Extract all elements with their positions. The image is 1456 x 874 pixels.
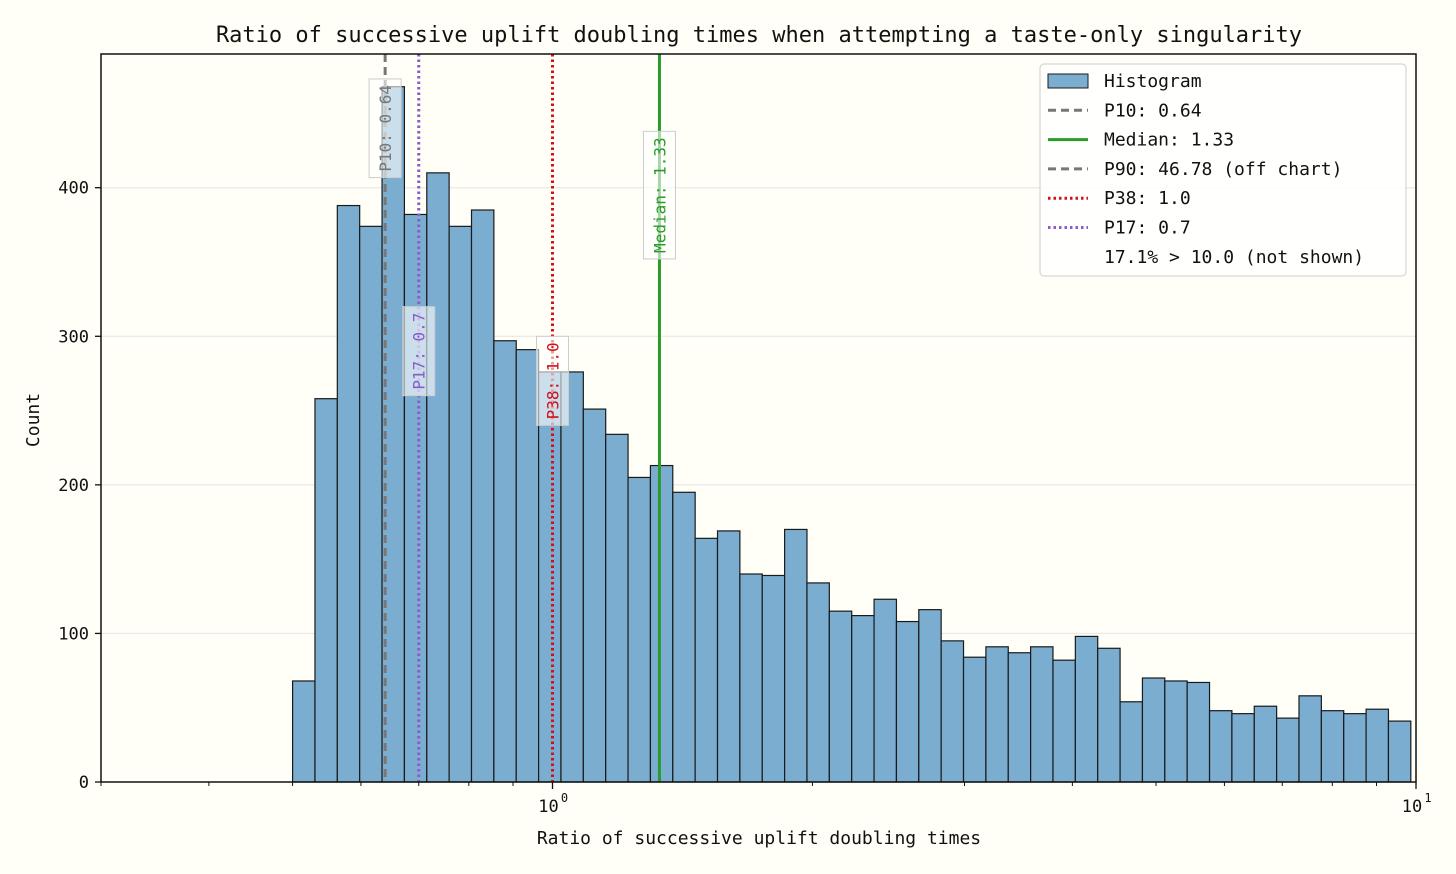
histogram-bar	[1365, 708, 1390, 783]
legend-box	[1039, 63, 1407, 277]
histogram-bar	[1097, 647, 1121, 783]
histogram-bar	[1231, 713, 1255, 783]
legend: Histogram P10: 0.64 Median: 1.33 P90: 46.78…	[1039, 63, 1407, 277]
histogram-bar	[851, 614, 875, 783]
histogram-bar	[538, 371, 562, 783]
x-tick-exponent: 1	[1424, 791, 1431, 805]
histogram-bar	[761, 574, 786, 783]
y-tick-label: 200	[58, 476, 89, 496]
histogram-bar	[1320, 710, 1345, 783]
histogram-bar	[1298, 695, 1322, 783]
histogram-bar	[291, 680, 316, 783]
y-tick-label: 0	[79, 773, 89, 793]
histogram-bar	[493, 340, 517, 783]
histogram-bar	[895, 620, 920, 783]
histogram-bar	[1030, 646, 1054, 783]
x-axis-label: Ratio of successive uplift doubling time…	[537, 828, 981, 849]
p90-legend-label: P90: 46.78 (off chart)	[1104, 159, 1342, 180]
histogram-bar	[515, 349, 540, 783]
histogram-bar	[649, 464, 674, 783]
histogram-legend-swatch	[1047, 73, 1089, 89]
histogram-bar	[716, 530, 741, 783]
histogram-bar	[314, 398, 338, 783]
histogram-bar	[1119, 701, 1144, 783]
histogram-bar	[873, 598, 898, 783]
p17-label: P17: 0.7	[410, 313, 429, 390]
histogram-bar	[403, 213, 428, 783]
median-legend-label: Median: 1.33	[1104, 130, 1234, 151]
p17-label-box	[402, 306, 436, 397]
histogram-bar	[1253, 705, 1278, 783]
histogram-bar	[582, 408, 607, 783]
chart-title: Ratio of successive uplift doubling time…	[216, 23, 1302, 48]
histogram-legend-label: Histogram	[1104, 71, 1202, 92]
histogram-bar	[1387, 720, 1412, 783]
p38-label-box	[536, 335, 570, 426]
histogram-bar	[739, 573, 763, 783]
percentile-lines: P10: 0.64 P17: 0.7 P38: 1.0 Median: 1.33	[368, 54, 676, 782]
median-label-box	[642, 130, 676, 260]
histogram-bar	[1276, 717, 1300, 783]
x-tick-exponent: 0	[561, 791, 568, 805]
plot-frame	[100, 53, 1417, 783]
histogram-bar	[359, 225, 383, 783]
p38-label-group: P38: 1.0	[536, 335, 570, 426]
p10-label-group: P10: 0.64	[368, 78, 402, 179]
x-tick-label: 10	[1402, 797, 1422, 817]
x-tick-label: 10	[538, 797, 558, 817]
not-shown-legend-label: 17.1% > 10.0 (not shown)	[1104, 247, 1364, 268]
p10-legend-label: P10: 0.64	[1104, 100, 1202, 121]
median-label: Median: 1.33	[650, 137, 669, 253]
histogram-bar	[448, 225, 473, 783]
histogram-bar	[1007, 652, 1032, 783]
histogram-bar	[426, 172, 450, 783]
histogram-bar	[784, 528, 808, 783]
y-tick-label: 100	[58, 624, 89, 644]
histogram-bar	[1186, 681, 1211, 783]
histogram-bar	[1052, 659, 1076, 783]
histogram-bar	[560, 371, 584, 783]
histogram-bar	[962, 656, 987, 783]
histogram-bar	[694, 537, 719, 783]
histogram-bar	[940, 640, 965, 783]
y-tick-label: 300	[58, 327, 89, 347]
p10-label-box	[368, 78, 402, 179]
histogram-bar	[918, 609, 942, 783]
histogram-bar	[1164, 680, 1188, 783]
y-tick-label: 400	[58, 179, 89, 199]
p10-label: P10: 0.64	[376, 85, 395, 172]
p38-label: P38: 1.0	[544, 342, 563, 419]
histogram-bar	[627, 476, 652, 783]
histogram-bar	[605, 433, 629, 783]
histogram-bar	[1208, 710, 1233, 783]
histogram-bar	[1343, 713, 1367, 783]
y-axis-label: Count	[23, 393, 44, 447]
p17-label-group: P17: 0.7	[402, 306, 436, 397]
histogram-bar	[828, 610, 853, 783]
histogram-bar	[336, 204, 361, 783]
median-label-group: Median: 1.33	[642, 130, 676, 260]
p38-legend-label: P38: 1.0	[1104, 188, 1191, 209]
histogram-bar	[806, 582, 830, 783]
histogram-bar	[1074, 635, 1099, 783]
histogram-bar	[1141, 677, 1166, 783]
histogram-bar	[672, 491, 696, 783]
histogram-bar	[470, 209, 495, 783]
histogram-bar	[985, 646, 1009, 783]
p17-legend-label: P17: 0.7	[1104, 218, 1191, 239]
